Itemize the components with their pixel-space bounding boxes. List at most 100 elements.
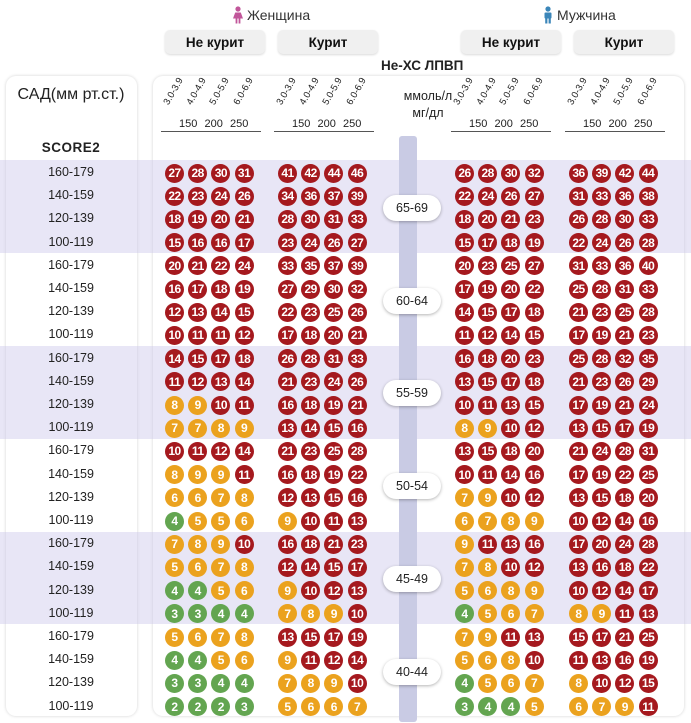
male-icon xyxy=(544,6,552,24)
risk-cell: 14 xyxy=(211,302,231,322)
risk-cell: 4 xyxy=(165,581,184,601)
risk-cell: 28 xyxy=(478,163,498,183)
risk-cell: 9 xyxy=(324,673,344,693)
risk-cell: 27 xyxy=(278,279,297,299)
risk-cell: 37 xyxy=(324,186,344,206)
sbp-level: 100-119 xyxy=(48,513,94,527)
female-label: Женщина xyxy=(247,7,311,23)
risk-cell: 31 xyxy=(638,441,658,461)
risk-cell: 5 xyxy=(211,511,231,531)
risk-cell: 28 xyxy=(638,302,658,322)
risk-cell: 2 xyxy=(165,697,184,717)
risk-cell: 18 xyxy=(615,557,635,577)
risk-cell: 15 xyxy=(592,488,612,508)
sbp-level: 160-179 xyxy=(48,257,94,272)
risk-cell: 6 xyxy=(301,697,321,717)
risk-cell: 6 xyxy=(478,650,498,670)
risk-cell: 31 xyxy=(324,349,344,369)
risk-cell: 13 xyxy=(347,511,367,531)
non-hdl-title: Не-ХС ЛПВП xyxy=(381,58,464,73)
risk-cell: 17 xyxy=(455,279,474,299)
risk-cell: 12 xyxy=(524,418,544,438)
risk-cell: 28 xyxy=(638,534,658,554)
risk-cell: 5 xyxy=(478,604,498,624)
risk-cell: 16 xyxy=(524,465,544,485)
risk-cell: 7 xyxy=(211,627,231,647)
risk-cell: 8 xyxy=(501,511,521,531)
risk-cell: 8 xyxy=(301,673,321,693)
tab-male-non-smoker: Не курит xyxy=(461,30,561,54)
risk-cell: 17 xyxy=(234,233,254,253)
risk-cell: 3 xyxy=(188,673,208,693)
risk-cell: 10 xyxy=(455,465,474,485)
risk-cell: 11 xyxy=(501,627,521,647)
risk-cell: 11 xyxy=(478,534,498,554)
risk-cell: 28 xyxy=(592,349,612,369)
risk-cell: 46 xyxy=(347,163,367,183)
risk-cell: 13 xyxy=(524,627,544,647)
risk-cell: 8 xyxy=(234,488,254,508)
risk-cell: 8 xyxy=(455,418,474,438)
risk-cell: 24 xyxy=(638,395,658,415)
risk-cell: 18 xyxy=(478,349,498,369)
risk-cell: 17 xyxy=(592,627,612,647)
risk-cell: 4 xyxy=(501,697,521,717)
risk-cell: 28 xyxy=(615,441,635,461)
units-label: ммоль/л мг/дл xyxy=(388,88,468,122)
risk-cell: 12 xyxy=(592,581,612,601)
risk-cell: 8 xyxy=(165,395,184,415)
risk-cell: 18 xyxy=(455,209,474,229)
risk-cell: 19 xyxy=(188,209,208,229)
risk-cell: 20 xyxy=(592,534,612,554)
risk-cell: 23 xyxy=(524,349,544,369)
risk-cell: 16 xyxy=(188,233,208,253)
risk-cell: 15 xyxy=(478,372,498,392)
risk-cell: 12 xyxy=(188,372,208,392)
risk-cell: 6 xyxy=(234,511,254,531)
axis-line xyxy=(565,131,665,132)
risk-cell: 10 xyxy=(234,534,254,554)
risk-cell: 32 xyxy=(347,279,367,299)
risk-cell: 18 xyxy=(211,279,231,299)
risk-cell: 19 xyxy=(478,279,498,299)
risk-cell: 11 xyxy=(638,697,658,717)
risk-cell: 7 xyxy=(592,697,612,717)
risk-cell: 20 xyxy=(455,256,474,276)
risk-cell: 18 xyxy=(165,209,184,229)
risk-cell: 7 xyxy=(278,604,297,624)
risk-cell: 14 xyxy=(615,511,635,531)
risk-cell: 24 xyxy=(211,186,231,206)
risk-cell: 5 xyxy=(165,627,184,647)
risk-cell: 19 xyxy=(592,465,612,485)
risk-cell: 22 xyxy=(524,279,544,299)
risk-cell: 23 xyxy=(301,302,321,322)
risk-cell: 26 xyxy=(324,233,344,253)
risk-cell: 33 xyxy=(347,209,367,229)
risk-cell: 32 xyxy=(615,349,635,369)
mg-tick: 150 xyxy=(292,118,311,130)
units-mg: мг/дл xyxy=(412,106,444,120)
risk-cell: 12 xyxy=(278,557,297,577)
risk-cell: 10 xyxy=(524,650,544,670)
risk-cell: 15 xyxy=(478,441,498,461)
risk-cell: 10 xyxy=(301,581,321,601)
risk-cell: 4 xyxy=(455,604,474,624)
risk-cell: 16 xyxy=(165,279,184,299)
risk-cell: 23 xyxy=(301,441,321,461)
risk-cell: 10 xyxy=(455,395,474,415)
risk-cell: 18 xyxy=(301,465,321,485)
risk-cell: 42 xyxy=(301,163,321,183)
risk-cell: 20 xyxy=(165,256,184,276)
risk-cell: 26 xyxy=(347,372,367,392)
risk-cell: 17 xyxy=(324,627,344,647)
risk-cell: 11 xyxy=(455,325,474,345)
risk-cell: 17 xyxy=(211,349,231,369)
risk-cell: 10 xyxy=(501,488,521,508)
risk-cell: 34 xyxy=(278,186,297,206)
sbp-level: 100-119 xyxy=(48,698,94,713)
risk-cell: 21 xyxy=(569,372,588,392)
risk-cell: 19 xyxy=(638,650,658,670)
risk-cell: 11 xyxy=(569,650,588,670)
sbp-level: 100-119 xyxy=(48,327,94,342)
risk-cell: 13 xyxy=(638,604,658,624)
